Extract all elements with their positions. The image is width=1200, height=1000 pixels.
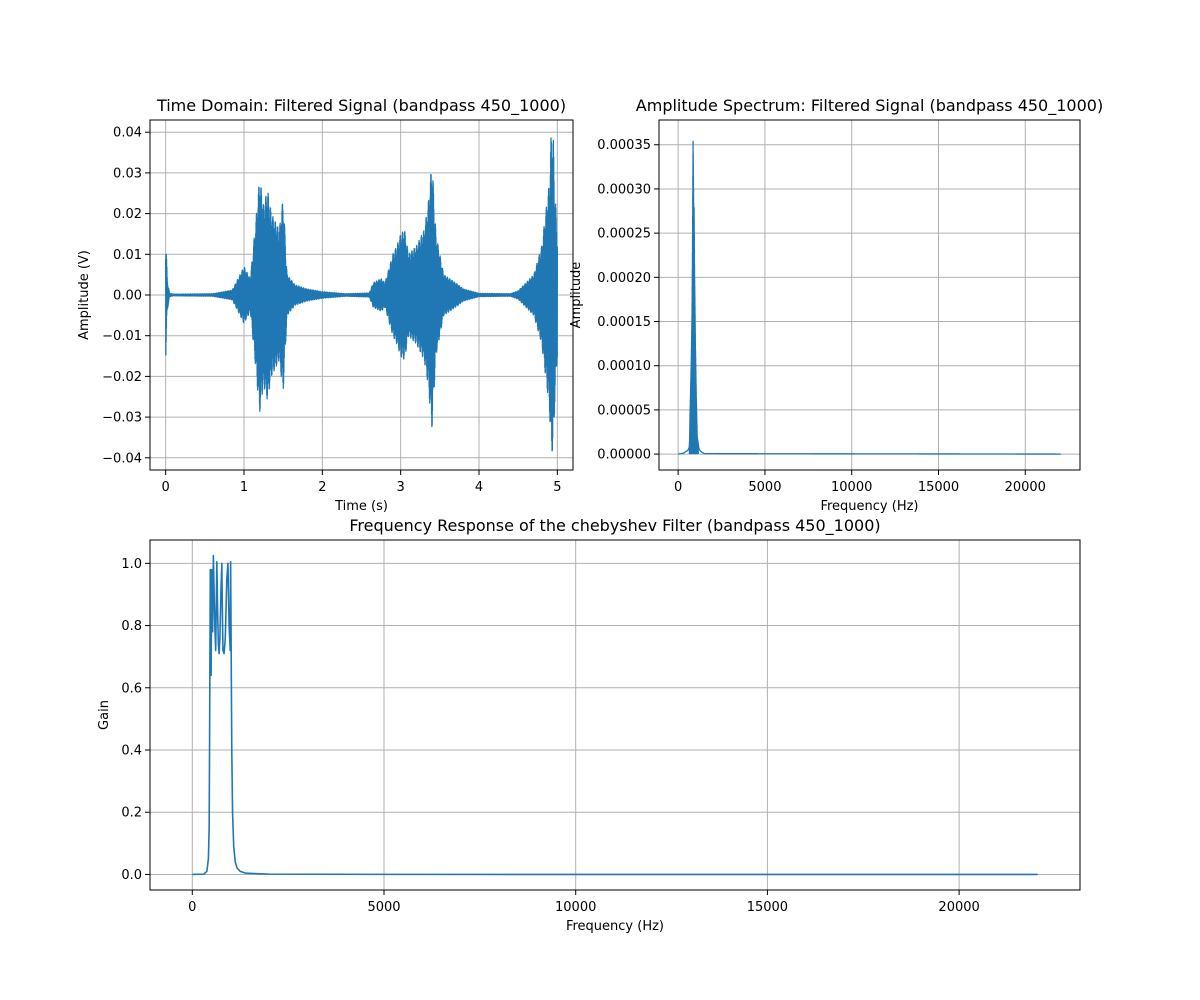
time-domain-ytick-label: 0.03 xyxy=(113,166,142,181)
spectrum-xtick-label: 15000 xyxy=(918,480,959,495)
spectrum-ytick-label: 0.00025 xyxy=(597,227,651,242)
time-domain-xtick-label: 3 xyxy=(397,480,405,495)
response-frame xyxy=(149,539,1081,891)
response-xtick-label: 0 xyxy=(188,900,196,915)
response-ytick-label: 0.0 xyxy=(121,868,142,883)
response-ytick-label: 0.4 xyxy=(121,744,142,759)
response-signal xyxy=(192,554,1038,876)
time-domain-ytick-label: 0.04 xyxy=(113,126,142,141)
response-xlabel: Frequency (Hz) xyxy=(566,919,664,934)
time-domain-panel: 0 1 2 3 4 5 −0.04 −0.03 −0.02 −0.01 0.00 0.01 0.02 0.… xyxy=(77,96,574,514)
response-title: Frequency Response of the chebyshev Filt… xyxy=(349,516,880,536)
time-domain-xtick-label: 2 xyxy=(318,480,326,495)
spectrum-ytick-label: 0.00015 xyxy=(597,315,651,330)
response-ticks: 0 5000 10000 15000 20000 0.0 0.2 0.4 0.6 0.8 1.0 xyxy=(121,557,979,915)
spectrum-ytick-label: 0.00005 xyxy=(597,403,651,418)
time-domain-xtick-label: 5 xyxy=(553,480,561,495)
time-domain-xlabel: Time (s) xyxy=(334,499,388,514)
response-ylabel: Gain xyxy=(97,700,112,730)
spectrum-ytick-label: 0.00020 xyxy=(597,271,651,286)
response-xtick-label: 15000 xyxy=(747,900,788,915)
time-domain-ytick-label: 0.01 xyxy=(113,248,142,263)
response-xtick-label: 5000 xyxy=(367,900,400,915)
spectrum-ylabel: Amplitude xyxy=(569,262,584,329)
spectrum-xtick-label: 5000 xyxy=(748,480,781,495)
time-domain-ytick-label: −0.01 xyxy=(102,329,142,344)
spectrum-frame xyxy=(658,119,1081,471)
spectrum-title: Amplitude Spectrum: Filtered Signal (ban… xyxy=(636,96,1103,116)
time-domain-xtick-label: 0 xyxy=(162,480,170,495)
response-ytick-label: 0.2 xyxy=(121,806,142,821)
time-domain-ytick-label: −0.03 xyxy=(102,411,142,426)
spectrum-xlabel: Frequency (Hz) xyxy=(820,499,918,514)
time-domain-ytick-label: 0.02 xyxy=(113,207,142,222)
time-domain-title: Time Domain: Filtered Signal (bandpass 4… xyxy=(156,96,566,116)
time-domain-signal xyxy=(165,137,558,452)
spectrum-ytick-label: 0.00030 xyxy=(597,182,651,197)
spectrum-ticks: 0 5000 10000 15000 20000 0.00000 0.00005 0.0001… xyxy=(597,138,1046,495)
spectrum-series-line xyxy=(677,140,1062,455)
response-panel: 0 5000 10000 15000 20000 0.0 0.2 0.4 0.6 0.8 1.0 F… xyxy=(97,516,1081,934)
time-domain-xtick-label: 1 xyxy=(240,480,248,495)
response-xtick-label: 20000 xyxy=(938,900,979,915)
time-domain-series-line xyxy=(165,137,558,452)
response-xtick-label: 10000 xyxy=(555,900,596,915)
time-domain-ticks: 0 1 2 3 4 5 −0.04 −0.03 −0.02 −0.01 0.00 0.01 0.02 0.… xyxy=(102,126,561,495)
spectrum-panel: 0 5000 10000 15000 20000 0.00000 0.00005 0.0001… xyxy=(569,96,1103,514)
response-ytick-label: 0.8 xyxy=(121,619,142,634)
spectrum-xtick-label: 20000 xyxy=(1005,480,1046,495)
spectrum-ytick-label: 0.00010 xyxy=(597,359,651,374)
spectrum-xtick-label: 10000 xyxy=(831,480,872,495)
time-domain-ytick-label: −0.02 xyxy=(102,370,142,385)
time-domain-ylabel: Amplitude (V) xyxy=(77,250,92,340)
time-domain-ytick-label: −0.04 xyxy=(102,451,142,466)
spectrum-signal xyxy=(677,140,1062,455)
time-domain-ytick-label: 0.00 xyxy=(113,289,142,304)
response-ytick-label: 1.0 xyxy=(121,557,142,572)
spectrum-ytick-label: 0.00000 xyxy=(597,448,651,463)
response-series-line xyxy=(192,554,1038,876)
spectrum-xtick-label: 0 xyxy=(674,480,682,495)
spectrum-ytick-label: 0.00035 xyxy=(597,138,651,153)
response-ytick-label: 0.6 xyxy=(121,681,142,696)
time-domain-xtick-label: 4 xyxy=(475,480,483,495)
